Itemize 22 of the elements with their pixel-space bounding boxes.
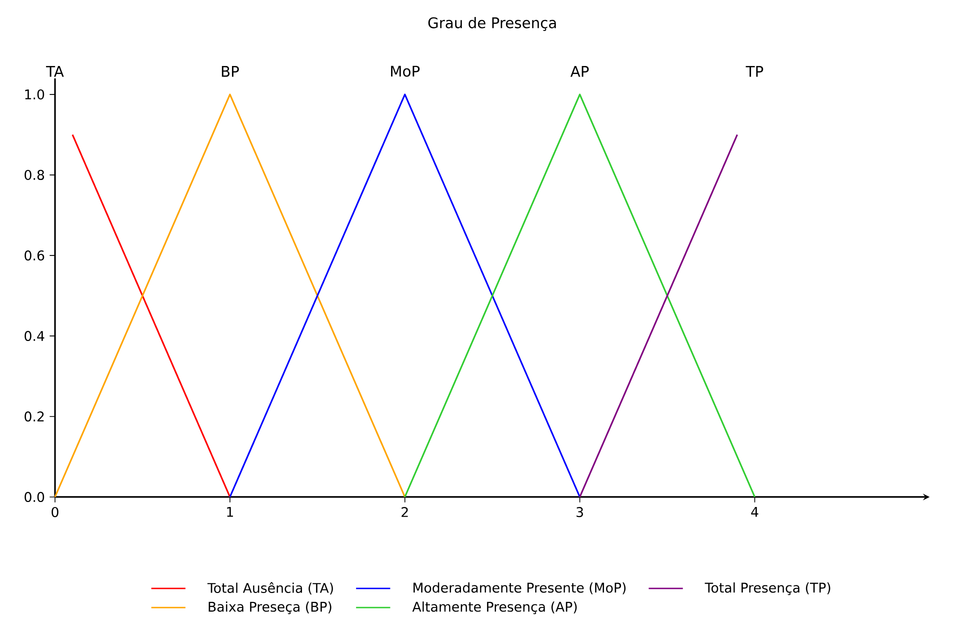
x-tick-label: 1 — [227, 507, 233, 517]
legend-label: Total Presença (TP) — [704, 582, 830, 596]
text: MoP — [391, 66, 420, 77]
text: TP — [746, 66, 764, 77]
y-tick-label: 0.6 — [24, 250, 44, 260]
legend-label: Baixa Preseça (BP) — [208, 601, 332, 614]
y-tick-label: 0.0 — [24, 492, 44, 502]
text: AP — [570, 66, 589, 77]
y-tick-label: 0.8 — [24, 170, 44, 180]
legend-label: Total Ausência (TA) — [207, 582, 333, 595]
y-tick-label: 0.2 — [24, 411, 44, 422]
text: TA — [46, 66, 64, 77]
x-tick-label: 3 — [576, 507, 583, 518]
x-tick-label: 0 — [52, 507, 58, 518]
y-tick-label: 1.0 — [25, 89, 44, 100]
chart-title: Grau de Presença — [428, 16, 556, 31]
text: BP — [222, 66, 239, 77]
x-tick-label: 4 — [751, 507, 758, 517]
x-tick-label: 2 — [402, 507, 408, 517]
y-tick-label: 0.4 — [24, 330, 44, 342]
legend-label: Altamente Presença (AP) — [412, 601, 577, 614]
legend-label: Moderadamente Presente (MoP) — [414, 582, 626, 594]
